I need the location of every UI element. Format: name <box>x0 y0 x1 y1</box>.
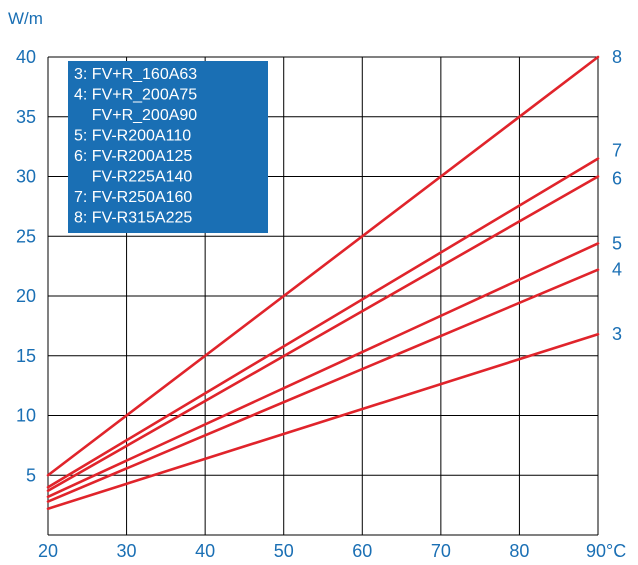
y-tick-label: 5 <box>26 465 36 485</box>
legend-entry: 4: FV+R_200A75 <box>74 87 197 104</box>
legend-entry: FV+R_200A90 <box>74 107 197 124</box>
series-label-4: 4 <box>612 260 622 280</box>
series-label-8: 8 <box>612 47 622 67</box>
y-tick-label: 20 <box>16 286 36 306</box>
series-line-3 <box>46 332 600 511</box>
y-tick-label: 15 <box>16 346 36 366</box>
series-labels: 3 4 5 6 7 8 <box>612 47 622 344</box>
y-tick-label: 10 <box>16 406 36 426</box>
series-label-3: 3 <box>612 324 622 344</box>
legend-entry: FV-R225A140 <box>74 169 192 186</box>
y-tick-label: 40 <box>16 47 36 67</box>
legend-entry: 8: FV-R315A225 <box>74 210 192 227</box>
series-line-8 <box>46 55 600 477</box>
series-line-4 <box>46 268 600 503</box>
x-tick-label: 90°C <box>586 541 626 561</box>
series-lines <box>46 55 600 511</box>
y-tick-label: 35 <box>16 107 36 127</box>
y-tick-label: 30 <box>16 167 36 187</box>
series-line-5 <box>46 242 600 499</box>
x-tick-label: 60 <box>352 541 372 561</box>
series-label-6: 6 <box>612 169 622 189</box>
series-label-7: 7 <box>612 141 622 161</box>
legend-entry: 6: FV-R200A125 <box>74 148 192 165</box>
legend-box <box>68 61 268 233</box>
legend: 3: FV+R_160A63 4: FV+R_200A75 FV+R_200A90… <box>68 61 268 233</box>
x-tick-label: 20 <box>38 541 58 561</box>
x-tick-label: 30 <box>117 541 137 561</box>
y-axis-unit: W/m <box>8 9 43 28</box>
legend-entry: 3: FV+R_160A63 <box>74 66 197 83</box>
x-tick-label: 70 <box>431 541 451 561</box>
x-tick-label: 50 <box>274 541 294 561</box>
series-line-7 <box>46 157 600 489</box>
y-tick-label: 25 <box>16 226 36 246</box>
x-tick-label: 80 <box>509 541 529 561</box>
legend-entry: 5: FV-R200A110 <box>74 128 191 145</box>
series-label-5: 5 <box>612 233 622 253</box>
series-line-6 <box>46 175 600 493</box>
x-tick-label: 40 <box>195 541 215 561</box>
grid <box>47 56 599 536</box>
legend-entry: 7: FV-R250A160 <box>74 189 192 206</box>
